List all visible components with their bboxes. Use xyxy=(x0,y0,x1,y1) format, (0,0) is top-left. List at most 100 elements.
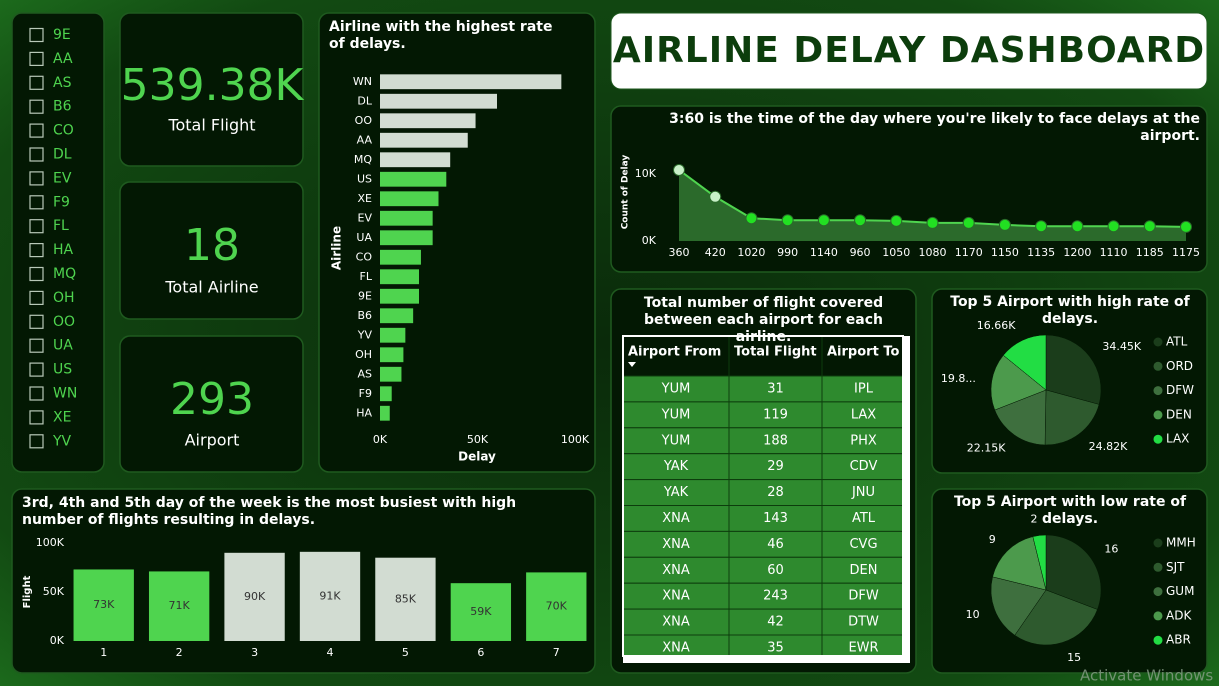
slicer-item[interactable]: OH xyxy=(53,290,75,306)
table-row[interactable] xyxy=(623,453,910,481)
pie-slice[interactable] xyxy=(990,354,1047,411)
checkbox[interactable] xyxy=(29,219,44,234)
pie-slice[interactable] xyxy=(1014,589,1098,646)
legend-swatch[interactable] xyxy=(1153,635,1163,645)
column-header[interactable]: Airport To xyxy=(827,345,899,360)
slicer-item[interactable]: AS xyxy=(53,75,72,91)
checkbox[interactable] xyxy=(29,27,44,43)
slicer-item[interactable]: EV xyxy=(53,170,72,186)
slicer-item[interactable]: 9E xyxy=(53,27,71,43)
checkbox[interactable] xyxy=(29,147,44,162)
slicer-item[interactable]: AA xyxy=(53,51,73,67)
checkbox[interactable] xyxy=(29,338,44,353)
pie-slice[interactable] xyxy=(1032,534,1047,591)
checkbox[interactable] xyxy=(29,75,44,90)
column-header[interactable]: Airport From xyxy=(628,345,721,360)
pie-slice[interactable] xyxy=(990,576,1047,636)
slicer-item[interactable]: US xyxy=(53,362,72,378)
table-cell: YUM xyxy=(661,381,691,396)
legend-label[interactable]: ABR xyxy=(1166,633,1191,647)
legend-swatch[interactable] xyxy=(1153,562,1163,572)
legend-swatch[interactable] xyxy=(1153,386,1163,396)
checkbox[interactable] xyxy=(29,123,44,138)
legend-swatch[interactable] xyxy=(1153,337,1163,347)
pie-slice[interactable] xyxy=(992,536,1047,591)
scrollbar[interactable] xyxy=(903,336,910,656)
pie-slice[interactable] xyxy=(1044,389,1100,446)
table-row[interactable] xyxy=(623,582,910,610)
legend-swatch[interactable] xyxy=(1153,410,1163,420)
bar xyxy=(380,366,402,382)
checkbox[interactable] xyxy=(29,195,44,210)
table-row[interactable] xyxy=(623,375,910,403)
slicer-item[interactable]: CO xyxy=(53,123,74,139)
checkbox[interactable] xyxy=(29,434,44,449)
y-tick-label: CO xyxy=(356,250,373,263)
y-tick-label: 0K xyxy=(50,634,65,647)
sort-arrow[interactable] xyxy=(628,362,636,367)
data-label: 70K xyxy=(546,600,568,613)
y-tick-label: FL xyxy=(360,270,373,283)
x-tick-label: 7 xyxy=(553,646,560,659)
point xyxy=(1143,220,1156,233)
bar xyxy=(380,327,406,343)
slicer-item[interactable]: FL xyxy=(53,218,69,234)
pie-slice[interactable] xyxy=(1045,334,1102,405)
checkbox[interactable] xyxy=(29,51,44,67)
x-tick-label: 1080 xyxy=(919,246,947,259)
legend-swatch[interactable] xyxy=(1153,538,1163,548)
legend-label[interactable]: MMH xyxy=(1166,536,1196,550)
pie-slice[interactable] xyxy=(994,389,1047,446)
legend-label[interactable]: GUM xyxy=(1166,584,1194,598)
checkbox[interactable] xyxy=(29,243,44,258)
checkbox[interactable] xyxy=(29,266,44,282)
legend-label[interactable]: ORD xyxy=(1166,359,1193,373)
checkbox[interactable] xyxy=(29,171,44,186)
slicer-item[interactable]: DL xyxy=(53,147,72,163)
pie-slice[interactable] xyxy=(1002,334,1047,391)
column-header[interactable]: Total Flight xyxy=(734,345,817,360)
checkbox[interactable] xyxy=(29,314,44,329)
checkbox[interactable] xyxy=(29,290,44,305)
legend-label[interactable]: DEN xyxy=(1166,407,1192,421)
checkbox[interactable] xyxy=(29,386,44,401)
scrollbar[interactable] xyxy=(623,656,910,663)
slicer-item[interactable]: B6 xyxy=(53,99,72,115)
y-tick-label: DL xyxy=(357,94,372,107)
slicer-item[interactable]: F9 xyxy=(53,194,70,210)
checkbox[interactable] xyxy=(29,362,44,377)
chart-title: Top 5 Airport with high rate of delays. xyxy=(950,294,1190,327)
table-row[interactable] xyxy=(623,556,910,584)
legend-label[interactable]: LAX xyxy=(1166,432,1189,446)
legend-label[interactable]: ADK xyxy=(1166,608,1192,622)
checkbox[interactable] xyxy=(29,410,44,425)
data-label: 90K xyxy=(244,590,266,603)
pie-slice[interactable] xyxy=(1045,534,1102,610)
slicer-item[interactable]: UA xyxy=(53,338,73,354)
point xyxy=(1107,220,1120,233)
point xyxy=(854,214,867,227)
data-label: 19.8... xyxy=(941,372,976,385)
table-row[interactable] xyxy=(623,634,910,661)
chart-title: Airline with the highest rate of delays. xyxy=(329,19,553,52)
slicer-item[interactable]: MQ xyxy=(53,266,76,282)
legend-swatch[interactable] xyxy=(1153,611,1163,621)
y-tick-label: F9 xyxy=(359,387,372,400)
table-cell: 60 xyxy=(767,563,784,578)
slicer-item[interactable]: OO xyxy=(53,314,75,330)
legend-swatch[interactable] xyxy=(1153,434,1163,444)
slicer-item[interactable]: WN xyxy=(53,386,77,402)
table-row[interactable] xyxy=(623,530,910,558)
checkbox[interactable] xyxy=(29,99,44,114)
legend-swatch[interactable] xyxy=(1153,361,1163,371)
legend-swatch[interactable] xyxy=(1153,587,1163,597)
legend-label[interactable]: SJT xyxy=(1166,560,1185,574)
slicer-item[interactable]: HA xyxy=(53,242,74,258)
table-cell: DTW xyxy=(848,615,879,630)
slicer-item[interactable]: XE xyxy=(53,409,71,425)
legend-label[interactable]: ATL xyxy=(1166,335,1188,349)
legend-label[interactable]: DFW xyxy=(1166,383,1194,397)
slicer-item[interactable]: YV xyxy=(52,433,72,449)
table-row[interactable] xyxy=(623,427,910,455)
